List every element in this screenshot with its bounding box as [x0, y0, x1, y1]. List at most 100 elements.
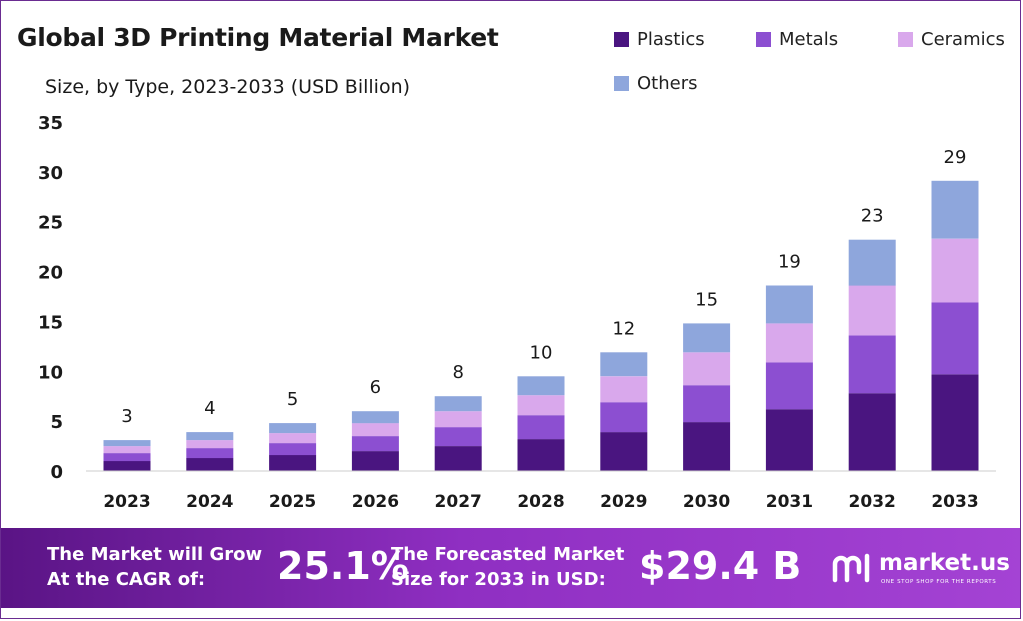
y-tick-label: 35	[38, 113, 63, 134]
x-axis-ticks: 2023 2024 2025 2026 2027 2028 2029 2030 2031 2032…	[103, 492, 978, 512]
bar-metals-2024	[186, 448, 234, 459]
bar-ceramics-2027	[434, 411, 482, 428]
bar-metals-2032	[848, 335, 896, 394]
chart-subtitle: Size, by Type, 2023-2033 (USD Billion)	[45, 76, 411, 98]
bar-metals-2023	[103, 453, 151, 462]
total-label-2028: 10	[530, 342, 553, 363]
legend-item-others: Others	[614, 73, 698, 94]
x-tick-label-2032: 2032	[849, 492, 896, 512]
forecast-label-line2: Size for 2033 in USD:	[391, 569, 606, 590]
legend-label-plastics: Plastics	[637, 29, 705, 50]
legend-label-metals: Metals	[779, 29, 839, 50]
bar-plastics-2024	[186, 458, 234, 471]
y-tick-label: 15	[38, 312, 63, 333]
cagr-label-line2: At the CAGR of:	[47, 569, 206, 590]
total-label-2023: 3	[121, 406, 132, 427]
bars	[103, 180, 979, 471]
market-us-logo-icon	[832, 553, 870, 583]
bar-ceramics-2030	[683, 352, 731, 386]
bar-others-2030	[683, 323, 731, 353]
bar-metals-2033	[931, 302, 979, 375]
legend-label-others: Others	[637, 73, 698, 94]
chart-title: Global 3D Printing Material Market	[17, 23, 499, 52]
x-tick-label-2033: 2033	[931, 492, 978, 512]
forecast-value: $29.4 B	[639, 544, 802, 588]
bar-metals-2029	[600, 402, 648, 433]
bar-metals-2028	[517, 415, 565, 440]
y-axis-ticks: 0 5 10 15 20 25 30 35	[38, 113, 63, 483]
total-label-2026: 6	[370, 377, 381, 398]
bar-others-2023	[103, 440, 151, 447]
bar-others-2028	[517, 376, 565, 396]
bar-ceramics-2033	[931, 238, 979, 303]
y-tick-label: 30	[38, 163, 63, 184]
forecast-label-line1: The Forecasted Market	[391, 544, 625, 565]
total-label-2030: 15	[695, 289, 718, 310]
bar-others-2024	[186, 432, 234, 441]
legend-swatch-others	[614, 76, 629, 91]
bar-plastics-2028	[517, 439, 565, 471]
cagr-value: 25.1%	[277, 544, 409, 588]
bar-others-2032	[848, 239, 896, 286]
legend-swatch-metals	[756, 32, 771, 47]
brand-tagline: ONE STOP SHOP FOR THE REPORTS	[881, 579, 997, 585]
total-label-2032: 23	[861, 206, 884, 227]
bar-others-2033	[931, 180, 979, 239]
bar-plastics-2029	[600, 432, 648, 471]
footer-band	[1, 528, 1020, 608]
bar-others-2031	[765, 285, 813, 324]
legend-item-metals: Metals	[756, 29, 838, 50]
bar-plastics-2026	[351, 451, 399, 471]
bar-others-2026	[351, 411, 399, 424]
x-tick-label-2027: 2027	[435, 492, 482, 512]
bar-others-2029	[600, 352, 648, 377]
bar-metals-2025	[269, 443, 317, 456]
x-tick-label-2030: 2030	[683, 492, 730, 512]
bar-plastics-2033	[931, 374, 979, 471]
bar-ceramics-2028	[517, 395, 565, 416]
bar-metals-2026	[351, 436, 399, 452]
x-tick-label-2026: 2026	[352, 492, 399, 512]
bar-metals-2027	[434, 427, 482, 446]
total-label-2027: 8	[452, 362, 463, 383]
legend-swatch-ceramics	[898, 32, 913, 47]
bar-plastics-2032	[848, 393, 896, 471]
bar-plastics-2030	[683, 422, 731, 471]
total-label-2033: 29	[944, 147, 967, 168]
legend-label-ceramics: Ceramics	[921, 29, 1005, 50]
y-tick-label: 0	[50, 462, 63, 483]
y-tick-label: 20	[38, 263, 63, 284]
total-label-2031: 19	[778, 252, 801, 273]
total-labels: 3 4 5 6 8 10 12 15 19 23 29	[121, 147, 966, 427]
y-tick-label: 5	[50, 412, 63, 433]
x-tick-label-2031: 2031	[766, 492, 813, 512]
legend-swatch-plastics	[614, 32, 629, 47]
bar-metals-2030	[683, 385, 731, 423]
legend-item-ceramics: Ceramics	[898, 29, 1005, 50]
bar-plastics-2027	[434, 446, 482, 471]
bar-ceramics-2023	[103, 446, 151, 454]
legend-item-plastics: Plastics	[614, 29, 705, 50]
total-label-2029: 12	[612, 318, 635, 339]
x-tick-label-2023: 2023	[103, 492, 150, 512]
bar-plastics-2031	[765, 409, 813, 471]
bar-plastics-2025	[269, 455, 317, 471]
bar-ceramics-2026	[351, 423, 399, 437]
total-label-2024: 4	[204, 398, 215, 419]
x-tick-label-2025: 2025	[269, 492, 316, 512]
x-tick-label-2028: 2028	[517, 492, 564, 512]
y-tick-label: 25	[38, 213, 63, 234]
cagr-label-line1: The Market will Grow	[47, 544, 263, 565]
brand-name: market.us	[879, 550, 1010, 576]
bar-others-2025	[269, 423, 317, 434]
bar-others-2027	[434, 396, 482, 412]
bar-ceramics-2025	[269, 433, 317, 444]
bar-ceramics-2031	[765, 323, 813, 363]
y-tick-label: 10	[38, 362, 63, 383]
bar-ceramics-2032	[848, 285, 896, 336]
bar-ceramics-2024	[186, 440, 234, 449]
total-label-2025: 5	[287, 389, 298, 410]
bar-plastics-2023	[103, 461, 151, 471]
